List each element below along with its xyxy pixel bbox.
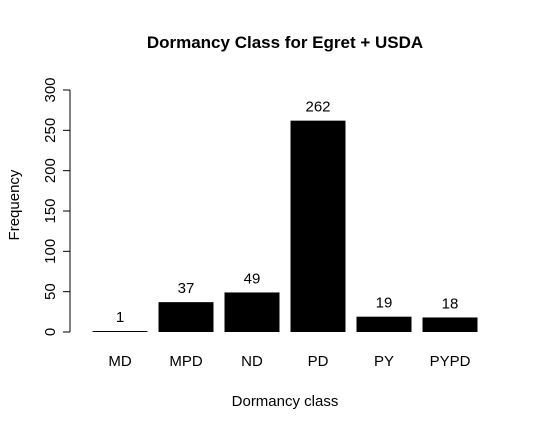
y-tick-label: 150 xyxy=(42,198,59,223)
bar-md xyxy=(92,331,148,332)
y-tick-label: 200 xyxy=(42,158,59,183)
x-tick-label-py: PY xyxy=(374,353,394,370)
data-label-pypd: 18 xyxy=(442,295,459,312)
x-tick-label-pypd: PYPD xyxy=(430,353,471,370)
y-tick-label: 100 xyxy=(42,239,59,264)
y-tick-label: 0 xyxy=(42,328,59,336)
data-label-md: 1 xyxy=(116,309,124,326)
y-axis-label: Frequency xyxy=(6,169,23,240)
y-axis: 0 50 100 150 200 250 300 xyxy=(42,77,71,336)
x-tick-label-nd: ND xyxy=(241,353,263,370)
x-tick-label-mpd: MPD xyxy=(169,353,203,370)
x-axis-label: Dormancy class xyxy=(232,393,339,410)
bars-group xyxy=(92,120,478,332)
data-labels-group: 1 37 49 262 19 18 xyxy=(116,99,459,326)
data-label-mpd: 37 xyxy=(178,280,195,297)
x-tick-labels-group: MD MPD ND PD PY PYPD xyxy=(108,353,470,370)
data-label-py: 19 xyxy=(376,295,393,312)
bar-pypd xyxy=(422,317,478,332)
data-label-pd: 262 xyxy=(305,99,330,116)
data-label-nd: 49 xyxy=(244,270,261,287)
y-tick-label: 300 xyxy=(42,77,59,102)
bar-mpd xyxy=(158,302,214,332)
x-tick-label-md: MD xyxy=(108,353,131,370)
bar-pd xyxy=(290,120,346,332)
y-tick-label: 250 xyxy=(42,118,59,143)
chart-title: Dormancy Class for Egret + USDA xyxy=(147,33,423,52)
bar-nd xyxy=(224,292,280,332)
x-tick-label-pd: PD xyxy=(308,353,329,370)
bar-py xyxy=(356,316,412,332)
y-tick-label: 50 xyxy=(42,283,59,300)
